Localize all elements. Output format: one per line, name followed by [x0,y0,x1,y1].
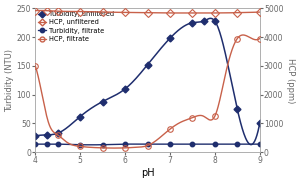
Y-axis label: Turbidity (NTU): Turbidity (NTU) [5,49,14,112]
X-axis label: pH: pH [141,168,154,178]
Y-axis label: HCP (ppm): HCP (ppm) [286,58,295,103]
Legend: Turbidity, unfiltered, HCP, unfiltered, Turbidity, filtrate, HCP, filtrate: Turbidity, unfiltered, HCP, unfiltered, … [37,10,114,43]
